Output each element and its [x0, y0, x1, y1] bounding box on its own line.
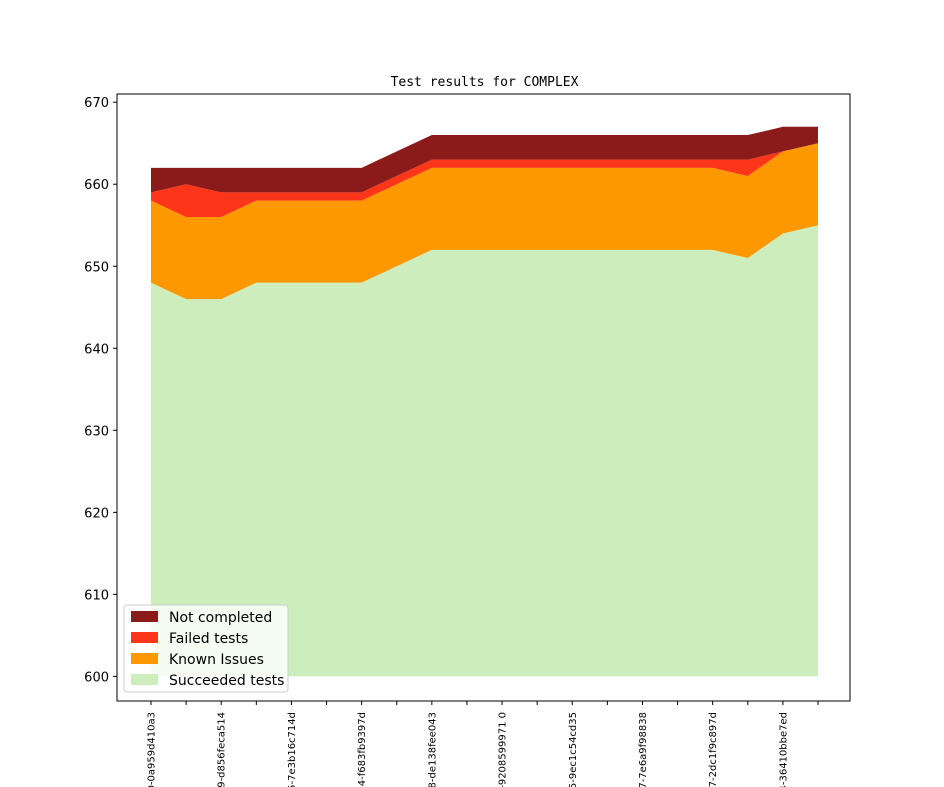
x-axis: 0-0a959d410a3 9-d856feca514 5-7e3b16c714d i…	[147, 701, 819, 787]
area-succeeded-tests	[151, 225, 818, 677]
x-tick-label: 9-d856feca514	[217, 712, 228, 787]
area-failed-tests	[151, 143, 818, 218]
area-known-issues	[151, 143, 818, 300]
legend-label-known-issues: Known Issues	[169, 652, 264, 668]
chart-title: Test results for COMPLEX	[391, 75, 579, 90]
y-tick-label: 660	[84, 178, 109, 193]
y-tick-label: 600	[84, 670, 109, 685]
y-tick-label: 620	[84, 506, 109, 521]
x-tick-label: 2-9208599971 0	[498, 712, 509, 787]
legend-box	[123, 604, 289, 693]
legend-swatch-not-completed	[131, 611, 158, 622]
y-tick-label: 650	[84, 260, 109, 275]
x-tick-label: 5-7e3b16c714d	[287, 712, 298, 787]
y-tick-label: 670	[84, 96, 109, 111]
y-tick-label: 610	[84, 588, 109, 603]
legend-label-succeeded-tests: Succeeded tests	[169, 673, 284, 689]
x-tick-label: i4-f683fb9397d	[357, 712, 368, 787]
legend-swatch-succeeded-tests	[131, 674, 158, 685]
x-tick-label: i7-2dc1f9c897d	[708, 712, 719, 787]
plot-frame	[116, 93, 851, 702]
x-tick-label: 7-7e6a9f98838	[638, 712, 649, 787]
x-tick-label: 5-9ec1c54cd35	[568, 712, 579, 787]
legend-swatch-failed-tests	[131, 632, 158, 643]
x-tick-label: 0-0a959d410a3	[147, 712, 158, 787]
y-tick-label: 630	[84, 424, 109, 439]
x-tick-label: 8-de138fee043	[427, 712, 438, 787]
legend-label-failed-tests: Failed tests	[169, 631, 248, 647]
x-tick-label: 4-36410bbe7ed	[778, 712, 789, 787]
area-not-completed	[151, 126, 818, 193]
y-axis: 600 610 620 630 640 650 660 670	[84, 96, 117, 685]
legend-swatch-known-issues	[131, 653, 158, 664]
legend-label-not-completed: Not completed	[169, 610, 272, 626]
area-layers	[151, 126, 818, 677]
y-tick-label: 640	[84, 342, 109, 357]
legend: Not completed Failed tests Known Issues Suc…	[123, 604, 289, 693]
